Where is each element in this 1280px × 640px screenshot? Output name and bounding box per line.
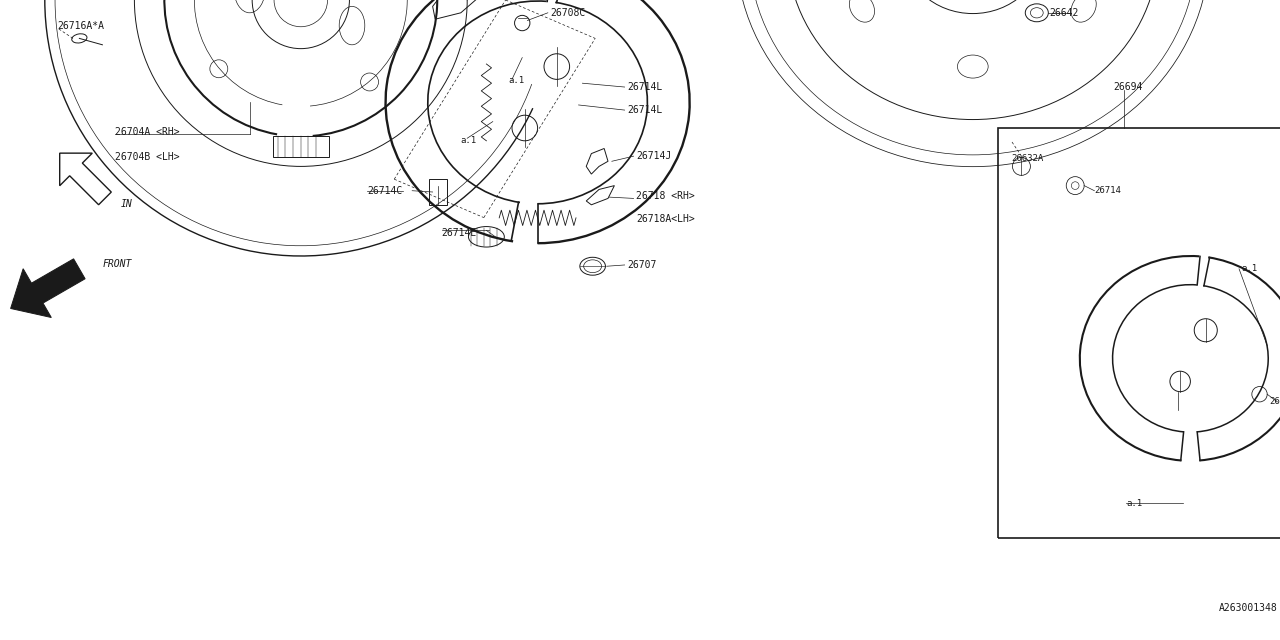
Text: 26716A*A: 26716A*A <box>58 20 105 31</box>
Text: 26718 <RH>: 26718 <RH> <box>636 191 695 201</box>
Text: IN: IN <box>120 198 132 209</box>
Text: 26707: 26707 <box>627 260 657 270</box>
Text: 26714C: 26714C <box>367 186 403 196</box>
Text: 26708C: 26708C <box>1270 397 1280 406</box>
Bar <box>429 179 447 205</box>
Text: 26704B <LH>: 26704B <LH> <box>115 152 179 163</box>
Text: 26714E: 26714E <box>442 228 477 238</box>
Text: A263001348: A263001348 <box>1219 603 1277 613</box>
Text: a.1: a.1 <box>1242 264 1258 273</box>
Text: 26714J: 26714J <box>636 151 672 161</box>
Text: 26708C: 26708C <box>550 8 586 18</box>
Text: a.1: a.1 <box>1126 499 1143 508</box>
Text: a.1: a.1 <box>508 76 525 85</box>
Text: 26704A <RH>: 26704A <RH> <box>115 127 179 137</box>
Text: 26714L: 26714L <box>627 82 663 92</box>
Text: 26714L: 26714L <box>627 105 663 115</box>
Text: a.1: a.1 <box>461 136 477 145</box>
Bar <box>998 128 1280 538</box>
Polygon shape <box>10 259 84 317</box>
Text: 26694: 26694 <box>1114 82 1143 92</box>
Text: FRONT: FRONT <box>102 259 132 269</box>
Bar <box>273 136 329 157</box>
Text: 26642: 26642 <box>1050 8 1079 18</box>
Text: 26714: 26714 <box>1094 186 1121 195</box>
Text: 26632A: 26632A <box>1011 154 1043 163</box>
Text: 26718A<LH>: 26718A<LH> <box>636 214 695 224</box>
